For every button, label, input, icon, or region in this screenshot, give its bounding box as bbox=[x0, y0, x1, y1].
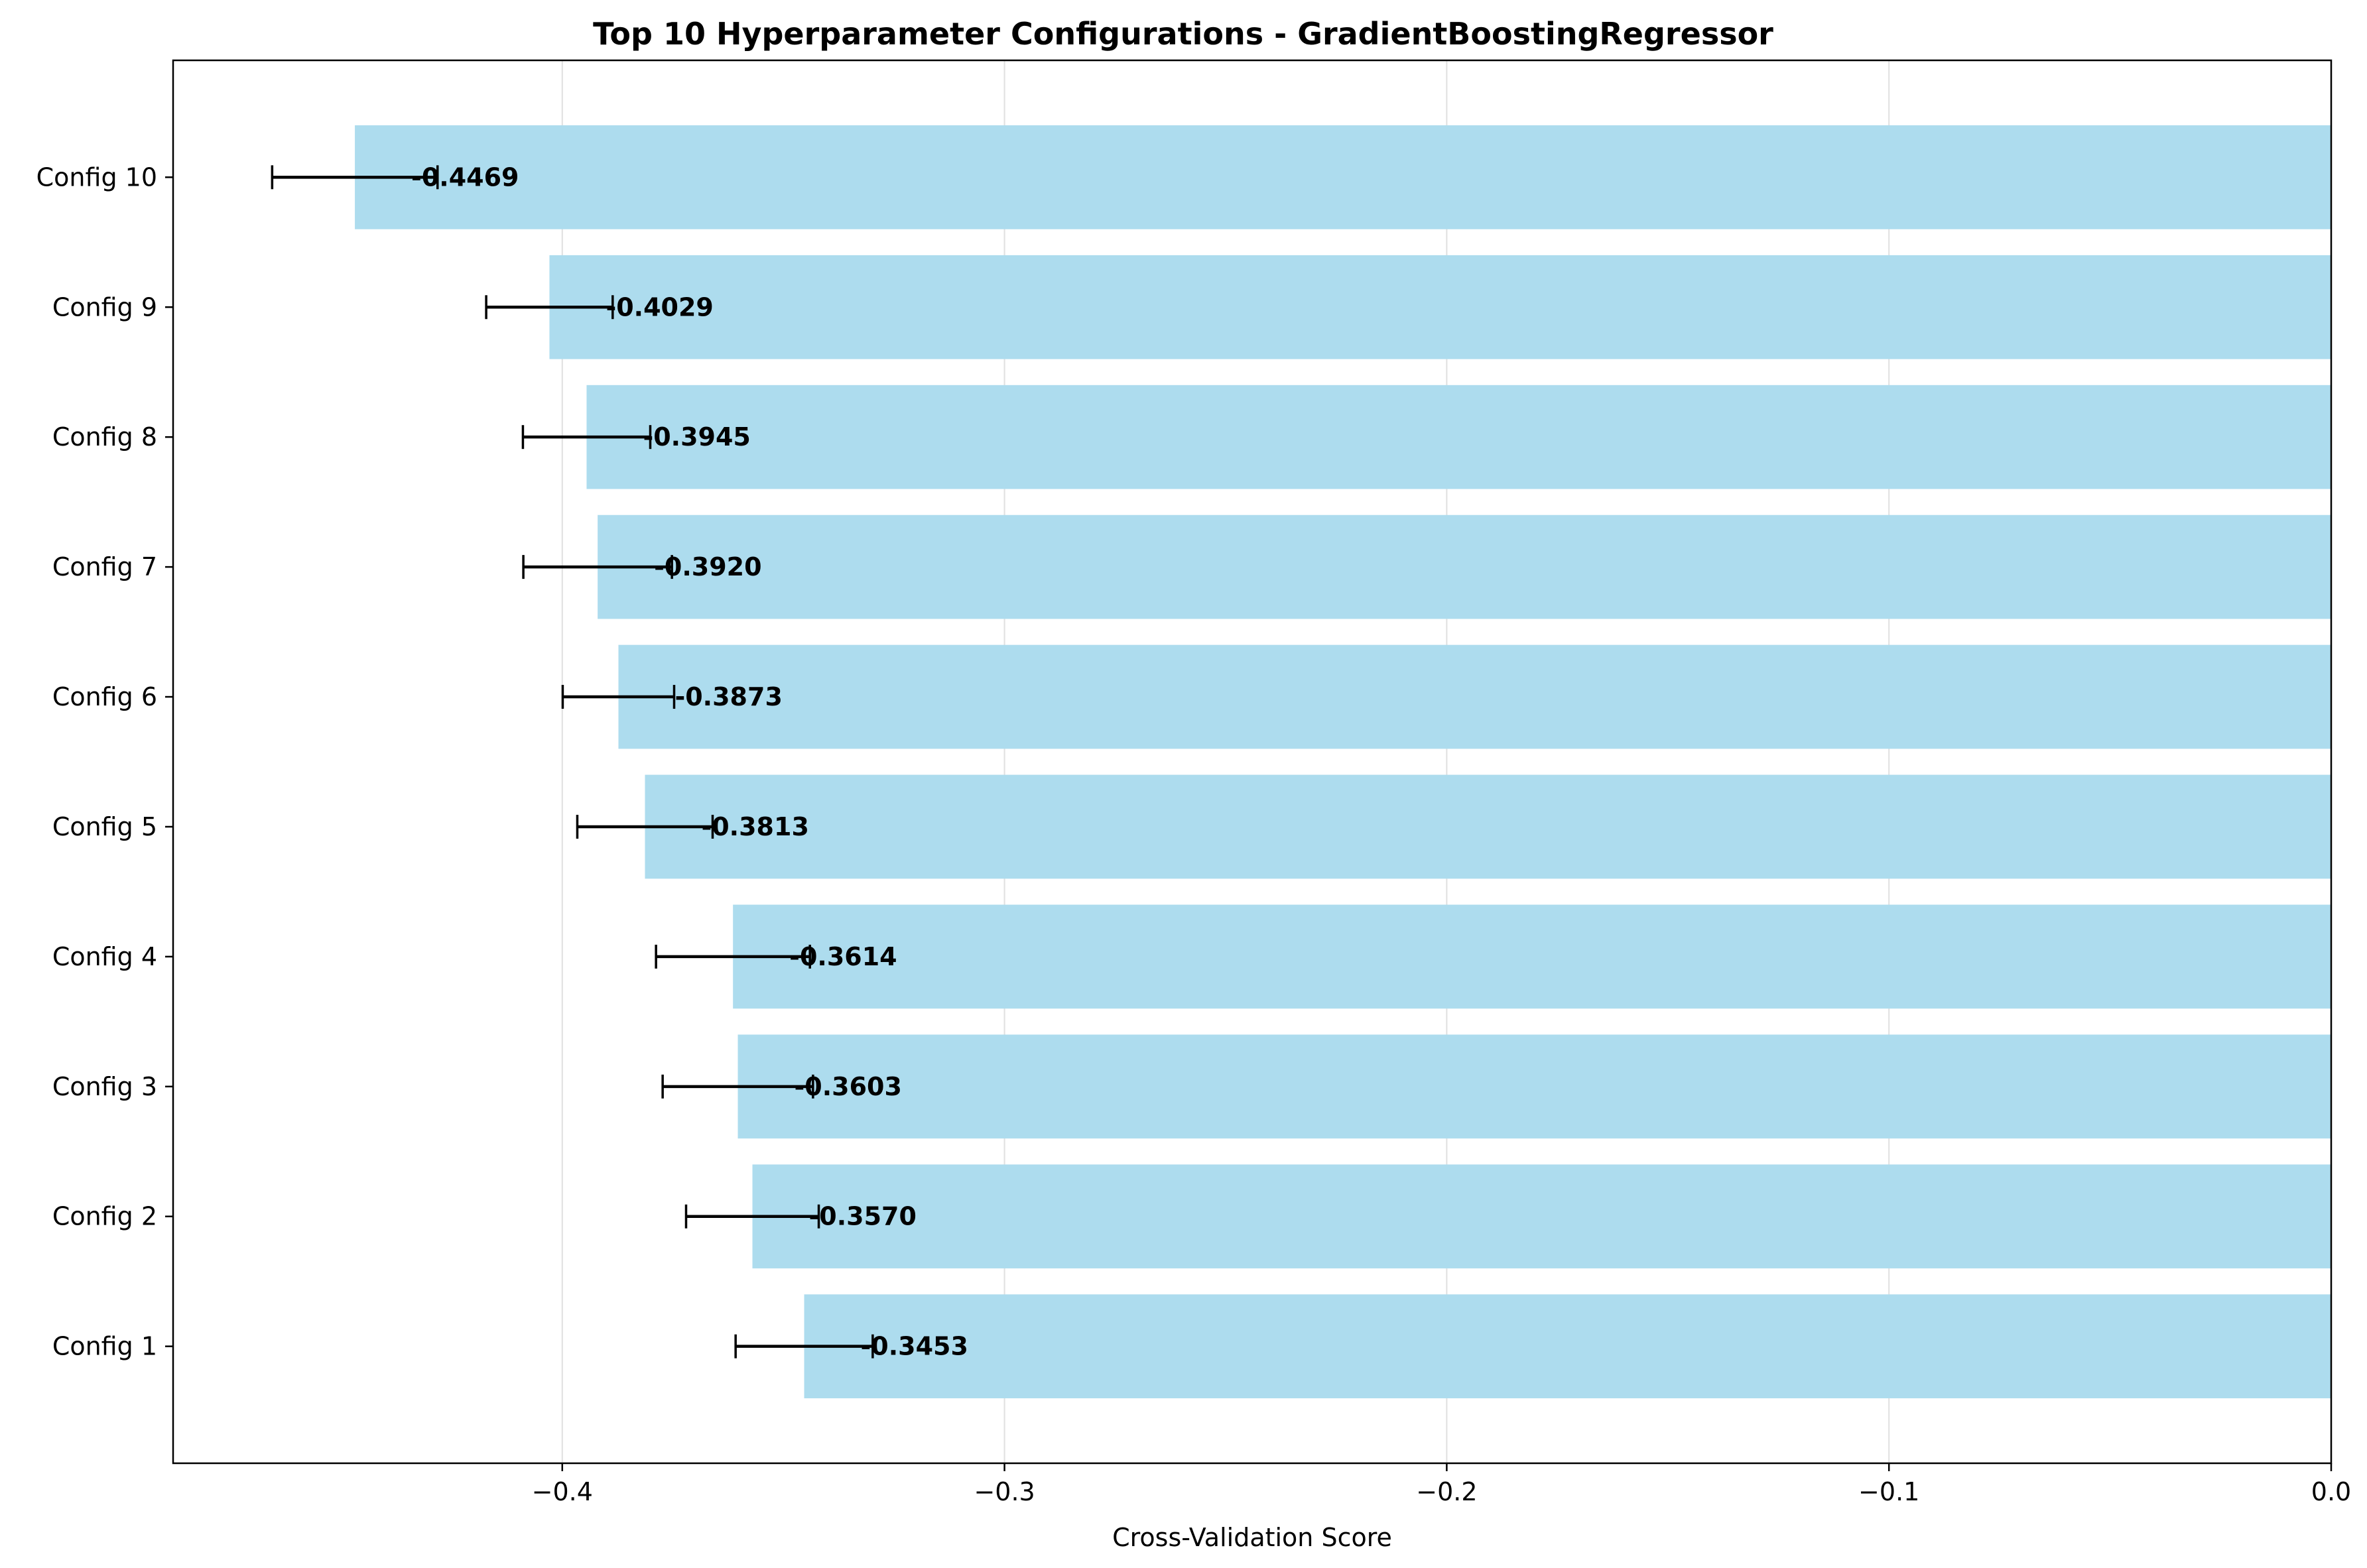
bar bbox=[618, 644, 2331, 749]
x-tick-label: −0.1 bbox=[1858, 1477, 1919, 1506]
y-tick-label: Config 9 bbox=[52, 292, 157, 322]
y-tick-label: Config 1 bbox=[52, 1332, 157, 1361]
x-tick-label: −0.2 bbox=[1416, 1477, 1477, 1506]
data-label: -0.3603 bbox=[795, 1072, 902, 1101]
bar bbox=[737, 1034, 2331, 1139]
data-label: -0.3873 bbox=[674, 682, 782, 711]
bar bbox=[804, 1294, 2331, 1399]
y-tick-label: Config 6 bbox=[52, 682, 157, 711]
data-label: -0.3453 bbox=[861, 1332, 968, 1361]
y-tick-label: Config 3 bbox=[52, 1072, 157, 1101]
data-label: -0.4029 bbox=[606, 292, 713, 322]
x-axis: −0.4 −0.3 −0.2 −0.1 0.0 bbox=[532, 1463, 2351, 1506]
data-labels-layer: -0.3453 -0.3570 -0.3603 -0.3614 -0.3813 -0.38… bbox=[411, 162, 968, 1360]
bar bbox=[586, 385, 2332, 489]
x-tick-label: 0.0 bbox=[2311, 1477, 2351, 1506]
bar bbox=[549, 255, 2331, 359]
data-label: -0.3813 bbox=[701, 812, 808, 841]
bar bbox=[355, 125, 2331, 229]
y-tick-label: Config 4 bbox=[52, 942, 157, 971]
data-label: -0.3570 bbox=[809, 1202, 917, 1231]
bar bbox=[645, 774, 2332, 879]
error-bars-layer bbox=[271, 165, 874, 1358]
chart-title: Top 10 Hyperparameter Configurations - G… bbox=[593, 16, 1773, 52]
bar bbox=[752, 1164, 2332, 1269]
x-tick-label: −0.3 bbox=[974, 1477, 1035, 1506]
data-label: -0.4469 bbox=[411, 162, 519, 192]
x-tick-label: −0.4 bbox=[532, 1477, 593, 1506]
bars-layer bbox=[355, 125, 2332, 1399]
y-tick-label: Config 10 bbox=[36, 162, 157, 192]
bar bbox=[733, 904, 2332, 1009]
y-tick-label: Config 7 bbox=[52, 552, 157, 581]
y-tick-label: Config 5 bbox=[52, 812, 157, 841]
x-axis-label: Cross-Validation Score bbox=[1112, 1523, 1392, 1552]
data-label: -0.3945 bbox=[643, 422, 750, 452]
data-label: -0.3614 bbox=[789, 942, 897, 971]
bar bbox=[598, 514, 2332, 619]
plot-frame bbox=[172, 59, 2333, 1465]
y-tick-label: Config 8 bbox=[52, 422, 157, 452]
y-axis: Config 1 Config 2 Config 3 Config 4 Config 5… bbox=[36, 162, 173, 1361]
y-tick-label: Config 2 bbox=[52, 1202, 157, 1231]
data-label: -0.3920 bbox=[654, 552, 761, 581]
